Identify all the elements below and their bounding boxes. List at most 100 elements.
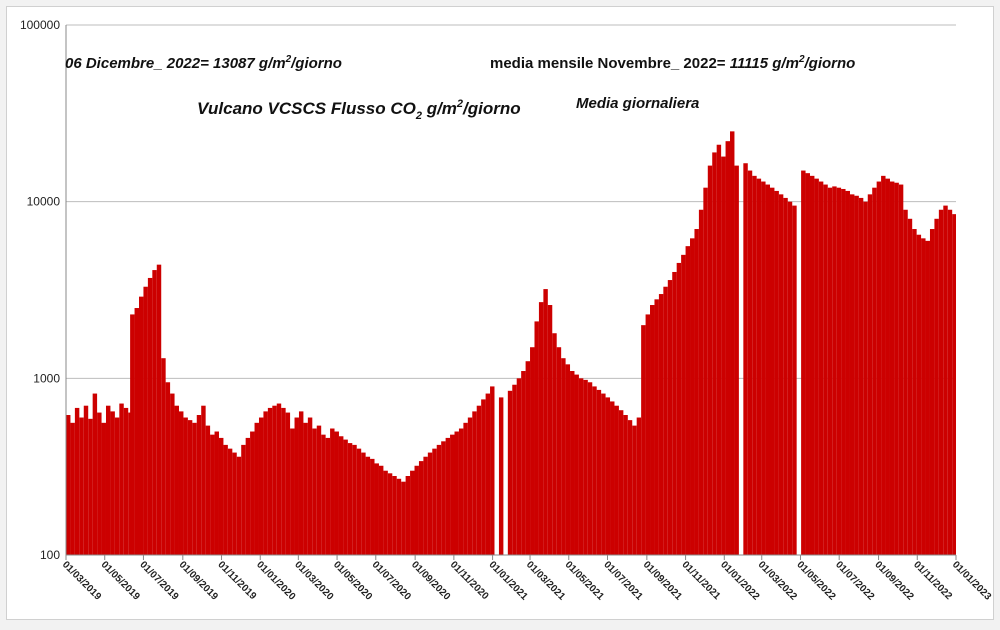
bar bbox=[681, 254, 686, 555]
bar bbox=[267, 407, 273, 555]
bar bbox=[627, 420, 633, 555]
bar bbox=[272, 405, 277, 555]
y-tick-label: 1000 bbox=[33, 371, 60, 385]
bar bbox=[241, 444, 246, 555]
bar bbox=[863, 201, 868, 556]
bar bbox=[88, 418, 93, 555]
bar bbox=[543, 289, 548, 555]
bar bbox=[747, 170, 753, 555]
bar bbox=[396, 478, 402, 555]
bar bbox=[294, 417, 299, 555]
bar bbox=[849, 194, 855, 555]
bar bbox=[610, 401, 615, 555]
bar bbox=[694, 229, 699, 555]
bar bbox=[254, 422, 259, 555]
bar bbox=[632, 425, 637, 555]
bar bbox=[114, 417, 120, 555]
bar bbox=[174, 405, 179, 555]
bar bbox=[374, 463, 379, 555]
y-tick-labels: 100 1000 10000 100000 bbox=[20, 18, 60, 562]
bars-group bbox=[66, 131, 956, 556]
bar bbox=[938, 209, 944, 555]
bar bbox=[143, 286, 148, 555]
x-tick-label: 01/07/2022 bbox=[833, 559, 876, 602]
bar bbox=[667, 280, 673, 555]
bar bbox=[605, 397, 611, 555]
bar bbox=[521, 371, 526, 555]
bar bbox=[307, 417, 313, 555]
bar bbox=[458, 428, 464, 555]
bar bbox=[947, 209, 953, 555]
bar bbox=[698, 209, 704, 555]
bar bbox=[161, 358, 166, 555]
x-tick-label: 01/11/2019 bbox=[215, 559, 258, 602]
bar bbox=[179, 411, 184, 555]
bar bbox=[592, 386, 597, 555]
x-tick-label: 01/01/2022 bbox=[718, 559, 761, 602]
bar bbox=[885, 178, 890, 555]
x-tick-label: 01/09/2020 bbox=[409, 559, 452, 602]
x-tick-label: 01/01/2021 bbox=[486, 559, 529, 602]
bar bbox=[423, 456, 428, 555]
bar bbox=[916, 234, 922, 555]
bar bbox=[641, 325, 646, 555]
bar bbox=[445, 437, 451, 555]
bar bbox=[165, 382, 171, 555]
bar bbox=[663, 286, 668, 555]
bar bbox=[245, 437, 251, 555]
bar bbox=[410, 470, 415, 555]
bar bbox=[298, 411, 304, 555]
bar bbox=[192, 422, 197, 555]
bar bbox=[561, 358, 566, 555]
bar bbox=[614, 405, 619, 555]
x-tick-label: 01/11/2022 bbox=[911, 559, 954, 602]
bar bbox=[867, 194, 873, 555]
x-tick-label: 01/07/2021 bbox=[601, 559, 644, 602]
bar bbox=[119, 403, 124, 555]
bar bbox=[454, 431, 459, 555]
bar bbox=[485, 393, 491, 555]
bar bbox=[685, 246, 691, 555]
x-tick-label: 01/09/2022 bbox=[872, 559, 915, 602]
bar bbox=[623, 415, 628, 555]
bar bbox=[774, 190, 779, 555]
bar bbox=[134, 308, 139, 555]
bar bbox=[903, 209, 908, 555]
x-tick-label: 01/05/2021 bbox=[563, 559, 606, 602]
bar bbox=[334, 431, 339, 555]
bar bbox=[934, 218, 939, 556]
bar bbox=[894, 182, 899, 556]
bar bbox=[778, 194, 784, 555]
bar bbox=[525, 361, 531, 555]
bar bbox=[836, 187, 842, 555]
bar bbox=[752, 175, 757, 555]
bar bbox=[196, 415, 202, 555]
bar bbox=[281, 407, 286, 555]
bar bbox=[105, 405, 111, 555]
bar bbox=[556, 347, 562, 555]
bar bbox=[512, 384, 517, 555]
bar bbox=[645, 314, 651, 555]
bar bbox=[787, 201, 793, 556]
y-tick-label: 10000 bbox=[27, 195, 61, 209]
chart-subtitle: Media giornaliera bbox=[576, 95, 699, 112]
x-tick-label: 01/03/2021 bbox=[524, 559, 567, 602]
x-tick-label: 01/01/2020 bbox=[254, 559, 297, 602]
bar bbox=[721, 156, 726, 555]
x-tick-label: 01/03/2022 bbox=[756, 559, 799, 602]
bar bbox=[858, 197, 864, 556]
bar bbox=[761, 181, 766, 556]
bar bbox=[170, 393, 175, 555]
bar bbox=[845, 190, 850, 555]
bar bbox=[716, 144, 722, 556]
bar bbox=[952, 214, 956, 555]
bar bbox=[805, 173, 810, 555]
bar bbox=[139, 296, 144, 555]
bar bbox=[405, 476, 411, 555]
bar bbox=[872, 187, 877, 555]
bar bbox=[92, 393, 98, 555]
bar bbox=[312, 428, 317, 555]
bar bbox=[476, 405, 482, 555]
bar bbox=[330, 428, 335, 555]
